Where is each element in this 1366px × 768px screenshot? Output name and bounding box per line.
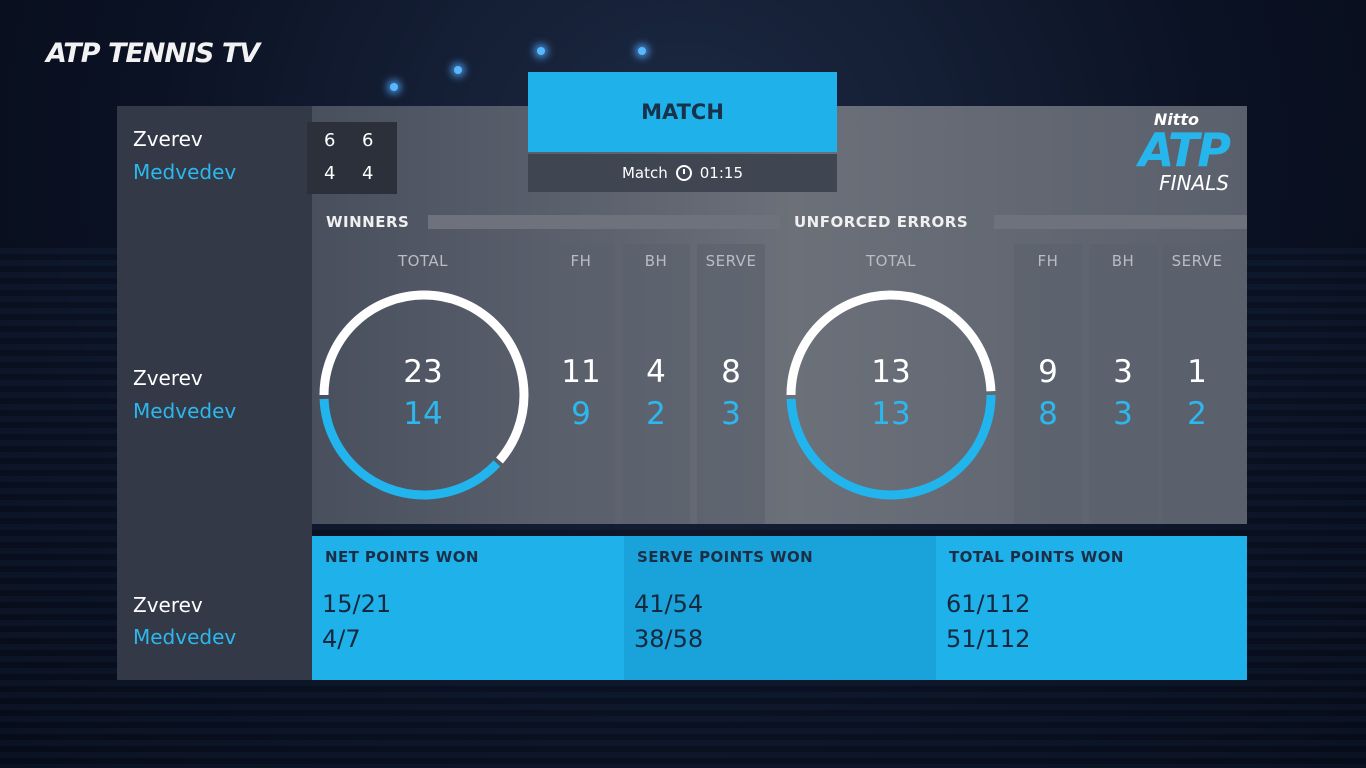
stats-panel: Zverev Medvedev 6 6 4 4 MATCH Match 01:1… bbox=[117, 72, 1247, 680]
player-column bbox=[117, 106, 312, 524]
errors-bh-p2: 3 bbox=[1113, 396, 1133, 432]
winners-bh-p2: 2 bbox=[646, 396, 666, 432]
errors-total-p2: 13 bbox=[871, 396, 911, 432]
errors-fh-p2: 8 bbox=[1038, 396, 1058, 432]
stopwatch-icon bbox=[675, 165, 692, 181]
stadium-light bbox=[454, 66, 462, 74]
player-column-bottom bbox=[117, 524, 312, 680]
errors-ring-p1 bbox=[786, 290, 996, 500]
p1-set2: 6 bbox=[362, 130, 374, 151]
winners-serve-p2: 3 bbox=[721, 396, 741, 432]
winners-fh-column bbox=[547, 244, 615, 524]
score-player2-name: Medvedev bbox=[133, 160, 237, 184]
p2-set2: 4 bbox=[362, 163, 374, 184]
net-points-cell: NET POINTS WON 15/21 4/7 bbox=[312, 536, 624, 680]
errors-title: UNFORCED ERRORS bbox=[794, 213, 969, 231]
winners-ring bbox=[319, 290, 529, 500]
p2-set1: 4 bbox=[324, 163, 336, 184]
match-duration: Match 01:15 bbox=[528, 154, 837, 192]
player2-name: Medvedev bbox=[133, 399, 237, 423]
score-player1-name: Zverev bbox=[133, 127, 203, 151]
errors-fh-column bbox=[1014, 244, 1082, 524]
brand-atp: ATP bbox=[46, 38, 101, 69]
winners-serve-column bbox=[697, 244, 765, 524]
errors-bh-column bbox=[1089, 244, 1157, 524]
serve-points-cell: SERVE POINTS WON 41/54 38/58 bbox=[624, 536, 936, 680]
winners-fh-label: FH bbox=[570, 252, 592, 270]
errors-fh-p1: 9 bbox=[1038, 354, 1058, 390]
errors-fh-label: FH bbox=[1037, 252, 1059, 270]
net-points-p1: 15/21 bbox=[322, 590, 392, 618]
stadium-light bbox=[638, 47, 646, 55]
total-points-p1: 61/112 bbox=[946, 590, 1031, 618]
winners-bh-p1: 4 bbox=[646, 354, 666, 390]
player1-name: Zverev bbox=[133, 366, 203, 390]
winners-total-p2: 14 bbox=[403, 396, 443, 432]
net-points-title: NET POINTS WON bbox=[325, 548, 479, 566]
tennis-tv-logo: ATP TENNIS TV bbox=[46, 38, 260, 69]
stadium-light bbox=[390, 83, 398, 91]
match-tab[interactable]: MATCH bbox=[528, 72, 837, 152]
winners-bh-label: BH bbox=[644, 252, 668, 270]
winners-title: WINNERS bbox=[326, 213, 410, 231]
errors-bh-label: BH bbox=[1111, 252, 1135, 270]
points-won-section: NET POINTS WON 15/21 4/7 SERVE POINTS WO… bbox=[312, 536, 1247, 680]
winners-ring-p2 bbox=[319, 290, 529, 500]
atp-finals-logo: Nitto ATP FINALS bbox=[1087, 110, 1237, 200]
serve-points-p1: 41/54 bbox=[634, 590, 704, 618]
net-points-p2: 4/7 bbox=[322, 625, 361, 653]
winners-fh-p2: 9 bbox=[571, 396, 591, 432]
winners-ring-p1 bbox=[319, 290, 529, 500]
winners-serve-p1: 8 bbox=[721, 354, 741, 390]
errors-serve-label: SERVE bbox=[1171, 252, 1223, 270]
winners-total-p1: 23 bbox=[403, 354, 443, 390]
total-points-p2: 51/112 bbox=[946, 625, 1031, 653]
errors-bh-p1: 3 bbox=[1113, 354, 1133, 390]
winners-divider bbox=[428, 215, 780, 229]
match-label: Match bbox=[621, 164, 668, 182]
winners-fh-p1: 11 bbox=[561, 354, 601, 390]
serve-points-p2: 38/58 bbox=[634, 625, 704, 653]
errors-total-p1: 13 bbox=[871, 354, 911, 390]
stadium-light bbox=[537, 47, 545, 55]
score-background bbox=[307, 122, 397, 194]
serve-points-title: SERVE POINTS WON bbox=[637, 548, 814, 566]
p1-set1: 6 bbox=[324, 130, 336, 151]
total-points-title: TOTAL POINTS WON bbox=[949, 548, 1124, 566]
logo-finals: FINALS bbox=[1159, 171, 1229, 195]
total-points-cell: TOTAL POINTS WON 61/112 51/112 bbox=[936, 536, 1247, 680]
winners-serve-label: SERVE bbox=[705, 252, 757, 270]
errors-ring-p2 bbox=[786, 290, 996, 500]
bottom-player1-name: Zverev bbox=[133, 593, 203, 617]
errors-ring bbox=[786, 290, 996, 500]
errors-serve-p2: 2 bbox=[1187, 396, 1207, 432]
errors-total-label: TOTAL bbox=[865, 252, 917, 270]
winners-total-label: TOTAL bbox=[397, 252, 449, 270]
errors-serve-column bbox=[1163, 244, 1231, 524]
winners-bh-column bbox=[622, 244, 690, 524]
bottom-player2-name: Medvedev bbox=[133, 625, 237, 649]
brand-name: TENNIS TV bbox=[107, 38, 260, 69]
errors-serve-p1: 1 bbox=[1187, 354, 1207, 390]
errors-divider bbox=[994, 215, 1247, 229]
match-time: 01:15 bbox=[699, 164, 743, 182]
logo-nitto: Nitto bbox=[1153, 110, 1199, 129]
scoreboard: Zverev Medvedev 6 6 4 4 bbox=[117, 122, 397, 194]
logo-atp: ATP bbox=[1138, 123, 1231, 177]
